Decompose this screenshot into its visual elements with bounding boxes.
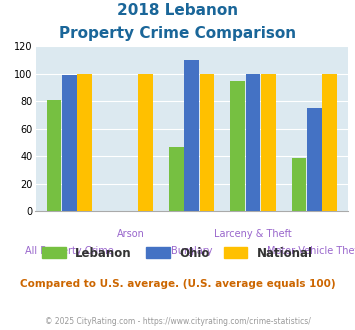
Text: Larceny & Theft: Larceny & Theft <box>214 229 292 239</box>
Text: Compared to U.S. average. (U.S. average equals 100): Compared to U.S. average. (U.S. average … <box>20 279 335 289</box>
Bar <box>77 74 92 211</box>
Bar <box>246 74 260 211</box>
Bar <box>47 100 61 211</box>
Legend: Lebanon, Ohio, National: Lebanon, Ohio, National <box>38 242 317 264</box>
Bar <box>307 108 322 211</box>
Text: All Property Crime: All Property Crime <box>25 246 114 256</box>
Bar <box>138 74 153 211</box>
Bar <box>322 74 337 211</box>
Bar <box>291 157 306 211</box>
Text: Arson: Arson <box>116 229 144 239</box>
Text: © 2025 CityRating.com - https://www.cityrating.com/crime-statistics/: © 2025 CityRating.com - https://www.city… <box>45 317 310 326</box>
Bar <box>261 74 275 211</box>
Bar <box>230 81 245 211</box>
Text: Motor Vehicle Theft: Motor Vehicle Theft <box>267 246 355 256</box>
Text: Burglary: Burglary <box>171 246 212 256</box>
Bar <box>184 60 199 211</box>
Bar <box>200 74 214 211</box>
Text: Property Crime Comparison: Property Crime Comparison <box>59 26 296 41</box>
Bar <box>169 147 184 211</box>
Bar <box>62 75 77 211</box>
Text: 2018 Lebanon: 2018 Lebanon <box>117 3 238 18</box>
